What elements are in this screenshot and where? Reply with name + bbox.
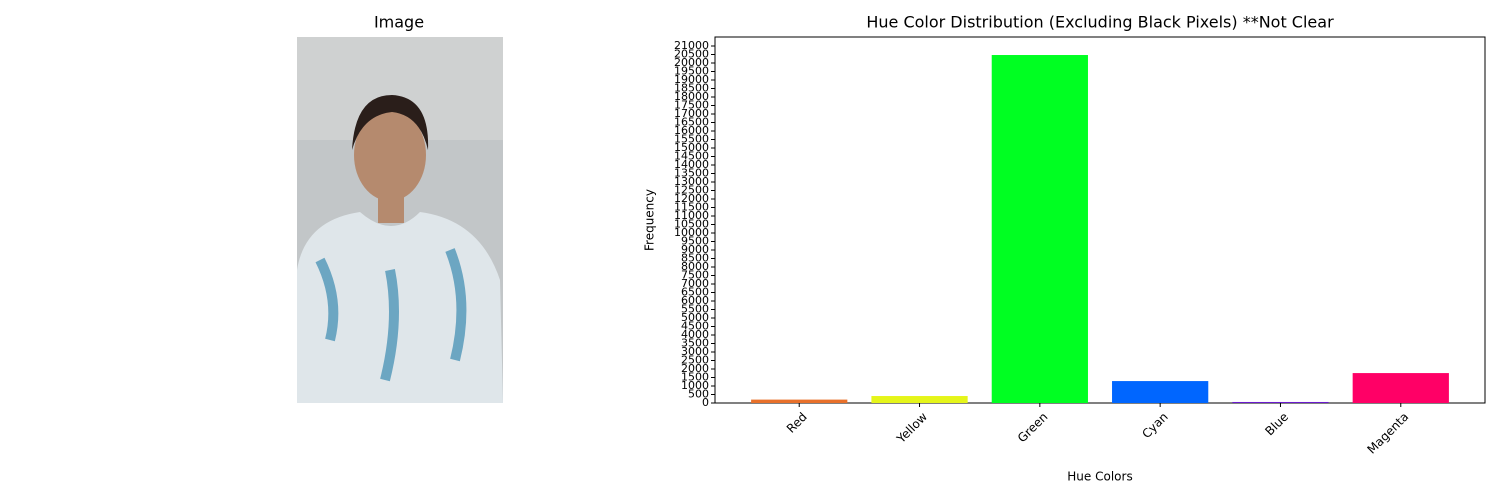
bar bbox=[991, 55, 1088, 404]
y-tick-label: 7500 bbox=[681, 269, 709, 282]
y-tick-label: 16500 bbox=[674, 116, 709, 129]
y-tick-label: 12500 bbox=[674, 184, 709, 197]
y-tick-label: 19000 bbox=[674, 73, 709, 86]
x-tick-label: Yellow bbox=[893, 410, 930, 447]
y-tick-label: 17500 bbox=[674, 99, 709, 112]
y-tick-label: 4000 bbox=[681, 328, 709, 341]
y-tick-label: 14500 bbox=[674, 150, 709, 163]
y-tick-label: 8500 bbox=[681, 252, 709, 265]
y-tick-label: 500 bbox=[688, 388, 709, 401]
y-tick-label: 12000 bbox=[674, 192, 709, 205]
y-tick-label: 5500 bbox=[681, 303, 709, 316]
y-tick-label: 15500 bbox=[674, 133, 709, 146]
bar bbox=[1232, 401, 1329, 403]
x-axis-label: Hue Colors bbox=[1067, 470, 1132, 484]
y-tick-label: 5000 bbox=[681, 311, 709, 324]
image-title: Image bbox=[374, 13, 424, 32]
y-tick-label: 10500 bbox=[674, 218, 709, 231]
y-tick-label: 4500 bbox=[681, 320, 709, 333]
y-tick-label: 6000 bbox=[681, 294, 709, 307]
bar bbox=[871, 396, 968, 403]
y-tick-label: 3000 bbox=[681, 345, 709, 358]
x-tick-label: Green bbox=[1015, 410, 1051, 446]
y-tick-label: 1500 bbox=[681, 371, 709, 384]
chart-title: Hue Color Distribution (Excluding Black … bbox=[866, 13, 1334, 32]
y-tick-label: 1000 bbox=[681, 379, 709, 392]
y-tick-label: 8000 bbox=[681, 260, 709, 273]
y-tick-label: 9000 bbox=[681, 243, 709, 256]
y-tick-label: 20500 bbox=[674, 48, 709, 61]
y-tick-label: 16000 bbox=[674, 124, 709, 137]
y-tick-label: 15000 bbox=[674, 141, 709, 154]
y-tick-label: 14000 bbox=[674, 158, 709, 171]
y-tick-label: 11000 bbox=[674, 209, 709, 222]
x-tick-label: Magenta bbox=[1364, 410, 1411, 457]
y-tick-label: 3500 bbox=[681, 337, 709, 350]
x-tick-label: Blue bbox=[1262, 410, 1291, 439]
axes-frame bbox=[714, 36, 1486, 404]
y-tick-label: 2000 bbox=[681, 362, 709, 375]
y-tick-label: 17000 bbox=[674, 107, 709, 120]
y-tick-label: 11500 bbox=[674, 201, 709, 214]
y-tick-label: 18000 bbox=[674, 90, 709, 103]
y-tick-label: 9500 bbox=[681, 235, 709, 248]
bar bbox=[751, 399, 848, 403]
x-tick-label: Cyan bbox=[1139, 410, 1170, 441]
y-tick-label: 20000 bbox=[674, 56, 709, 69]
y-tick-label: 0 bbox=[702, 396, 709, 409]
y-tick-label: 2500 bbox=[681, 354, 709, 367]
y-tick-label: 7000 bbox=[681, 277, 709, 290]
y-tick-label: 6500 bbox=[681, 286, 709, 299]
y-tick-label: 13500 bbox=[674, 167, 709, 180]
x-tick-label: Red bbox=[784, 410, 810, 436]
bar bbox=[1352, 373, 1449, 403]
y-tick-label: 10000 bbox=[674, 226, 709, 239]
y-axis-label: Frequency bbox=[643, 189, 657, 251]
photo bbox=[297, 37, 503, 403]
bar bbox=[1112, 381, 1209, 403]
y-tick-label: 19500 bbox=[674, 65, 709, 78]
y-tick-label: 21000 bbox=[674, 39, 709, 52]
y-tick-label: 13000 bbox=[674, 175, 709, 188]
y-tick-label: 18500 bbox=[674, 82, 709, 95]
